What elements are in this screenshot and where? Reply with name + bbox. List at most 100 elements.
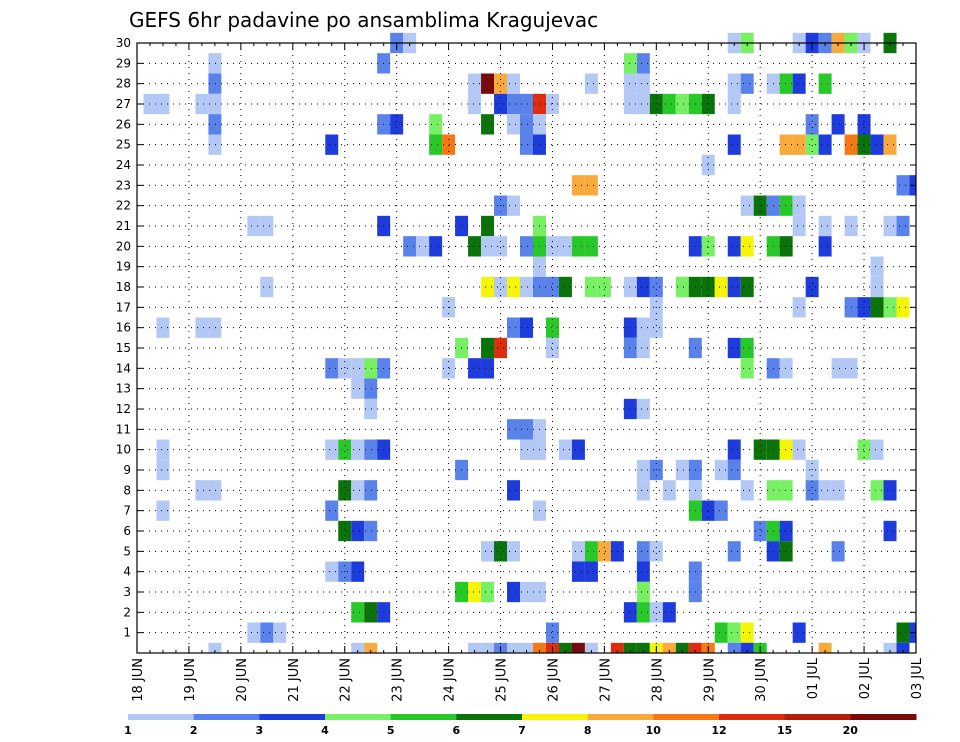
precip-cell	[364, 520, 378, 542]
precip-cell	[636, 337, 650, 359]
precip-cell	[662, 642, 676, 653]
precip-cell	[792, 195, 806, 216]
precip-cell	[338, 520, 352, 542]
precip-cell	[468, 93, 482, 115]
precip-cell	[779, 195, 793, 216]
precip-cell	[481, 215, 495, 237]
precip-cell	[351, 602, 365, 623]
precip-cell	[507, 93, 520, 115]
precip-cell	[494, 541, 508, 562]
precip-cell	[338, 358, 352, 379]
precip-cell	[481, 337, 495, 359]
precip-cell	[351, 480, 365, 501]
precip-cell	[805, 134, 819, 155]
precip-cell	[520, 642, 533, 653]
precip-cell	[740, 73, 754, 94]
precip-cell	[351, 439, 365, 460]
y-tick-label: 3	[123, 585, 131, 599]
precip-cell	[662, 93, 676, 115]
precip-cell	[558, 236, 572, 257]
precip-cell	[727, 642, 741, 653]
precip-cell	[779, 236, 793, 257]
precip-cell	[636, 642, 650, 653]
precip-cell	[584, 73, 598, 94]
precip-cell	[571, 541, 585, 562]
precip-cell	[636, 73, 650, 94]
precip-cell	[247, 622, 261, 643]
colorbar-swatch	[390, 714, 457, 720]
precip-cell	[649, 541, 663, 562]
precip-cell	[636, 317, 650, 338]
precip-cell	[494, 276, 508, 298]
precip-cell	[610, 642, 624, 653]
x-tick-label: 20 JUN	[235, 658, 250, 702]
precip-cell	[792, 73, 806, 94]
plot-frame	[136, 42, 917, 654]
precip-cell	[636, 602, 650, 623]
precip-cell	[208, 93, 222, 115]
precip-cell	[701, 276, 715, 298]
precip-cell	[390, 114, 404, 135]
chart-title: GEFS 6hr padavine po ansamblima Kragujev…	[129, 8, 598, 32]
precip-cell	[481, 114, 495, 135]
x-tick-label: 25 JUN	[495, 658, 510, 702]
precip-cell	[351, 520, 365, 542]
precip-cell	[896, 175, 910, 196]
precip-cell	[740, 480, 754, 501]
precip-cell	[507, 317, 520, 338]
precip-cell	[571, 175, 585, 196]
precip-cell	[636, 581, 650, 603]
precip-cell	[727, 134, 741, 155]
precip-cell	[623, 398, 637, 420]
precip-cell	[507, 419, 520, 440]
precip-cell	[481, 541, 495, 562]
precip-cell	[818, 215, 832, 237]
precip-cell	[442, 134, 456, 155]
precip-cell	[727, 337, 741, 359]
precip-cell	[494, 236, 508, 257]
precip-cell	[494, 73, 508, 94]
precip-cell	[260, 215, 274, 237]
precip-cell	[507, 642, 520, 653]
precip-cell	[831, 480, 845, 501]
precip-cell	[818, 480, 832, 501]
precip-cell	[208, 642, 222, 653]
precip-cell	[870, 439, 884, 460]
precip-cell	[442, 358, 456, 379]
precip-cell	[325, 358, 339, 379]
precip-cell	[520, 419, 533, 440]
precip-cell	[208, 134, 222, 155]
precip-cell	[792, 622, 806, 643]
precip-cell	[623, 93, 637, 115]
colorbar-swatch	[259, 714, 326, 720]
precip-cell	[364, 398, 378, 420]
precip-cell	[896, 622, 910, 643]
precip-cell	[520, 581, 533, 603]
precip-cell	[623, 276, 637, 298]
x-tick-label: 29 JUN	[702, 658, 717, 702]
precip-cell	[156, 459, 170, 481]
y-tick-label: 10	[116, 443, 131, 457]
precip-cell	[403, 236, 417, 257]
precip-cell	[429, 236, 443, 257]
y-tick-label: 16	[116, 321, 131, 335]
precip-cell	[727, 622, 741, 643]
precip-cell	[325, 561, 339, 582]
y-tick-label: 27	[116, 97, 131, 111]
precip-cell	[649, 276, 663, 298]
colorbar-swatch	[653, 714, 720, 720]
precip-cell	[325, 439, 339, 460]
colorbar-swatch	[719, 714, 786, 720]
precip-cell	[675, 276, 689, 298]
precip-cell	[623, 602, 637, 623]
precip-cell	[571, 561, 585, 582]
colorbar-label: 6	[452, 724, 460, 737]
precip-cell	[351, 561, 365, 582]
precip-cell	[662, 602, 676, 623]
y-tick-label: 11	[116, 422, 131, 436]
y-tick-label: 4	[123, 565, 131, 579]
precip-cell	[636, 561, 650, 582]
precip-cell	[351, 642, 365, 653]
precip-cell	[727, 459, 741, 481]
